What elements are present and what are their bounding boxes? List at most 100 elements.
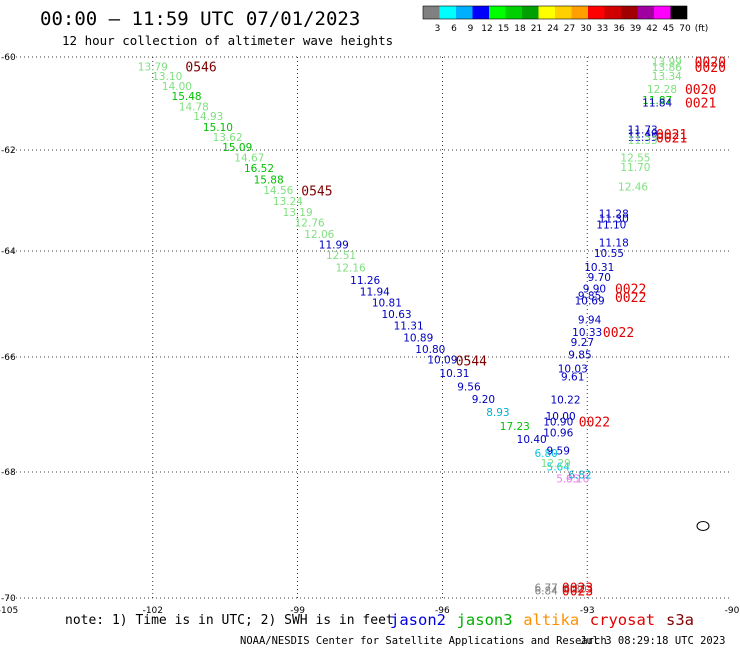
colorbar-swatch <box>670 6 687 19</box>
wave-height-label: 6.77 <box>534 582 557 594</box>
wave-height-label: 11.35 <box>628 132 658 144</box>
colorbar-swatch <box>505 6 522 19</box>
pass-time-label: 0020 <box>695 61 726 76</box>
wave-height-label: 9.59 <box>547 446 570 458</box>
wave-height-label: 11.70 <box>620 162 650 174</box>
wave-height-label: 11.49 <box>628 128 658 140</box>
wave-height-label: 11.33 <box>628 135 658 147</box>
colorbar-swatch <box>439 6 456 19</box>
longitude-tick: -102 <box>143 606 163 616</box>
pass-time-label: 0022 <box>615 283 646 298</box>
wave-height-label: 9.94 <box>578 314 602 326</box>
wave-height-label: 10.00 <box>546 411 576 423</box>
colorbar-swatch <box>571 6 588 19</box>
colorbar-label: 36 <box>613 24 625 34</box>
latitude-tick: -68 <box>1 468 16 478</box>
timestamp-text: Jul 3 08:29:18 UTC 2023 <box>580 635 725 647</box>
colorbar-label: (ft) <box>695 24 709 34</box>
wave-height-label: 10.96 <box>543 427 573 439</box>
colorbar-label: 24 <box>547 24 559 34</box>
pass-time-label: 0022 <box>579 415 610 430</box>
wave-height-label: 16.52 <box>244 163 274 175</box>
wave-height-label: 11.30 <box>599 214 629 226</box>
colorbar-swatch <box>472 6 489 19</box>
pass-time-label: 0021 <box>656 131 687 146</box>
wave-height-label: 13.99 <box>652 57 682 69</box>
wave-height-label: 9.27 <box>571 337 594 349</box>
wave-height-label: 11.87 <box>642 95 672 107</box>
wave-height-label: 9.90 <box>583 284 606 296</box>
pass-time-label: 0022 <box>615 291 646 306</box>
colorbar-label: 30 <box>580 24 592 34</box>
latitude-tick: -70 <box>1 594 16 604</box>
colorbar-label: 42 <box>646 24 657 34</box>
wave-height-label: 13.86 <box>652 62 682 74</box>
page-title: 00:00 – 11:59 UTC 07/01/2023 <box>40 8 360 30</box>
wave-height-label: 17.23 <box>500 421 530 433</box>
wave-height-label: 9.85 <box>578 291 601 303</box>
satellite-legend-jason3: jason3 <box>457 611 513 629</box>
pass-time-label: 0023 <box>562 584 593 599</box>
pass-time-label: 0020 <box>685 83 716 98</box>
pass-time-label: 0021 <box>656 128 687 143</box>
pass-time-label: 0022 <box>603 326 634 341</box>
colorbar-label: 27 <box>564 24 575 34</box>
wave-height-label: 11.10 <box>596 220 626 232</box>
pass-time-label: 0020 <box>695 56 726 71</box>
wave-height-label: 11.94 <box>360 286 390 298</box>
wave-height-label: 11.26 <box>350 275 380 287</box>
axis-ticks: -105 -102 -99 -96 -93 -90 -60 -62 -64 -66 -68 -70 <box>0 53 740 616</box>
wave-height-label: 15.10 <box>203 122 233 134</box>
wave-height-label: 9.61 <box>561 372 584 384</box>
wave-height-label: 10.55 <box>594 248 624 260</box>
colorbar-swatch <box>456 6 473 19</box>
wave-height-label: 9.20 <box>472 394 495 406</box>
wave-height-label: 5.95 <box>556 473 579 485</box>
wave-height-label: 11.28 <box>599 209 629 221</box>
wave-height-label: 10.33 <box>572 327 602 339</box>
colorbar-label: 12 <box>481 24 492 34</box>
wave-height-label: 15.09 <box>222 142 252 154</box>
wave-height-label: 14.93 <box>193 111 223 123</box>
colorbar-label: 70 <box>679 24 691 34</box>
pass-time-labels: 0546054505440020002000200021002100210022… <box>185 56 726 600</box>
wave-height-label: 5.64 <box>547 461 571 473</box>
wave-height-label: 6.82 <box>568 470 591 482</box>
wave-height-label: 6.80 <box>563 584 586 596</box>
colorbar-label: 9 <box>468 24 474 34</box>
colorbar-label: 39 <box>630 24 642 34</box>
colorbar-swatch <box>588 6 605 19</box>
wave-height-label: 10.89 <box>403 332 433 344</box>
colorbar-swatch <box>555 6 572 19</box>
wave-height-label: 13.19 <box>283 207 313 219</box>
wave-height-label: 10.40 <box>517 434 547 446</box>
wave-height-label: 9.70 <box>588 272 611 284</box>
wave-height-label: 11.31 <box>394 321 424 333</box>
colorbar-swatch <box>621 6 638 19</box>
satellite-legend: jason2 jason3 altika cryosat s3a <box>390 611 694 629</box>
wave-height-label: 14.00 <box>162 81 192 93</box>
colorbar-swatch <box>538 6 555 19</box>
colorbar-label: 21 <box>531 24 542 34</box>
wave-height-label: 15.88 <box>254 174 284 186</box>
colorbar-label: 33 <box>597 24 608 34</box>
satellite-legend-jason2: jason2 <box>390 611 446 629</box>
colorbar-swatch <box>423 6 440 19</box>
page-subtitle: 12 hour collection of altimeter wave hei… <box>62 33 393 48</box>
wave-height-label: 11.99 <box>319 239 349 251</box>
wave-height-label: 12.76 <box>295 218 325 230</box>
wave-height-label: 6.16 <box>566 473 590 485</box>
wave-height-label: 10.22 <box>550 395 580 407</box>
pass-time-label: 0023 <box>562 581 593 596</box>
wave-height-label: 14.56 <box>263 185 293 197</box>
longitude-tick: -96 <box>435 606 450 616</box>
pass-time-label: 0021 <box>685 97 716 112</box>
satellite-legend-s3a: s3a <box>666 611 694 629</box>
island-outline <box>696 521 710 531</box>
colorbar-swatch <box>522 6 539 19</box>
colorbar-label: 18 <box>514 24 526 34</box>
colorbar-label: 45 <box>663 24 674 34</box>
wave-height-label: 10.31 <box>584 262 614 274</box>
wave-height-label: 10.31 <box>439 368 469 380</box>
